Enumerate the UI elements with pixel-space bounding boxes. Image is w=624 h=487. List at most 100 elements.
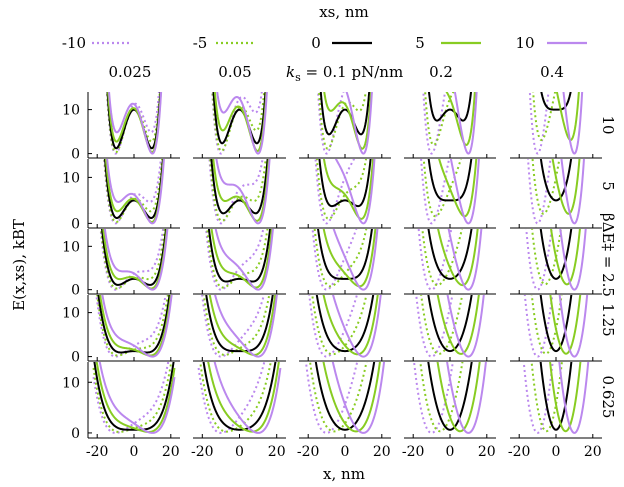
series-line-10-r3-c3 xyxy=(446,295,485,358)
panel-r4-c2: -20 0 20 xyxy=(297,362,391,460)
series-line-0-r4-c3 xyxy=(427,362,473,431)
x-tick-label: 0 xyxy=(235,444,244,460)
series-line-0-r1-c3 xyxy=(427,159,473,202)
panel-r3-c4 xyxy=(510,295,602,362)
row-label-2-value: 2.5 xyxy=(599,273,617,297)
panel-r3-c3 xyxy=(404,295,496,362)
series-line-5-r2-c3 xyxy=(437,229,479,287)
series-line-10-r1-c0 xyxy=(106,159,165,225)
panel-r1-c1 xyxy=(193,159,286,229)
series-line-0-r0-c3 xyxy=(427,92,473,122)
series-line-0-r2-c2 xyxy=(317,229,373,280)
series-line-5-r1-c4 xyxy=(551,159,581,215)
y-tick-label: 0 xyxy=(71,147,80,163)
series-line-0-r2-c4 xyxy=(539,229,573,280)
series-line-5-r2-c4 xyxy=(550,229,581,286)
series-line-10-r2-c4 xyxy=(559,229,587,291)
series-line--5-r3-c0 xyxy=(96,295,169,357)
series-line-5-r3-c0 xyxy=(99,295,172,357)
col-header-2: ks = 0.1 pN/nm xyxy=(286,63,403,84)
series-line-10-r1-c4 xyxy=(560,159,585,225)
y-tick-label: 10 xyxy=(62,170,80,186)
series-line-10-r2-c2 xyxy=(332,229,379,291)
x-tick-label: 20 xyxy=(268,444,286,460)
x-tick-label: 20 xyxy=(478,444,496,460)
row-label-4: 0.625 xyxy=(599,376,617,419)
col-header-4: 0.4 xyxy=(540,63,564,81)
x-tick-label: 0 xyxy=(446,444,455,460)
series-line-0-r3-c4 xyxy=(539,295,573,353)
series-line-0-r0-c4 xyxy=(540,92,572,111)
series-line-5-r4-c1 xyxy=(207,362,280,433)
series-line--10-r2-c4 xyxy=(525,229,553,291)
row-label-3: 1.25 xyxy=(599,303,617,336)
series-line--5-r3-c1 xyxy=(202,295,271,356)
panel-r0-c0: 0 10 xyxy=(62,92,180,163)
panel-r1-c3 xyxy=(404,159,496,229)
panel-r3-c0: 0 10 xyxy=(62,295,180,366)
panel-r4-c3: -20 0 20 xyxy=(402,362,496,460)
series-line-5-r1-c3 xyxy=(438,159,478,218)
x-tick-label: -20 xyxy=(86,444,109,460)
series-line-10-r0-c0 xyxy=(108,92,163,155)
ks-subscript: s xyxy=(295,71,301,84)
series-line-0-r3-c3 xyxy=(427,295,473,353)
series-line-5-r0-c0 xyxy=(107,92,162,154)
row-label-2: βΔE‡ = 2.5 xyxy=(599,213,617,297)
series-line-0-r1-c4 xyxy=(539,159,573,202)
x-tick-label: -20 xyxy=(297,444,320,460)
x-tick-label: 20 xyxy=(584,444,602,460)
panel-r2-c1 xyxy=(193,229,286,295)
panel-r0-c3 xyxy=(404,92,496,159)
series-line-5-r1-c2 xyxy=(322,159,375,220)
series-line-10-r4-c1 xyxy=(213,362,282,434)
series-line-10-r4-c3 xyxy=(446,362,487,434)
series-line-0-r2-c0 xyxy=(101,229,167,286)
series-line-5-r3-c1 xyxy=(208,295,277,356)
series-line-5-r2-c1 xyxy=(210,229,273,289)
series-line-10-r1-c3 xyxy=(449,159,480,225)
y-tick-label: 0 xyxy=(71,350,80,366)
row-label-0: 10 xyxy=(599,115,617,134)
x-tick-label: -20 xyxy=(191,444,214,460)
series-line-10-r0-c1 xyxy=(216,92,268,155)
x-axis-label: x, nm xyxy=(323,465,365,483)
panel-r2-c3 xyxy=(404,229,496,295)
y-tick-label: 10 xyxy=(62,239,80,255)
series-line-10-r2-c0 xyxy=(103,229,169,291)
x-tick-label: 20 xyxy=(373,444,391,460)
series-line-10-r2-c3 xyxy=(447,229,483,291)
svg-text:ks = 0.1 pN/nm: ks = 0.1 pN/nm xyxy=(286,63,403,84)
series-line-0-r4-c1 xyxy=(202,362,277,431)
x-tick-label: -20 xyxy=(402,444,425,460)
series-line-0-r4-c0 xyxy=(93,362,175,431)
series-line-0-r4-c2 xyxy=(314,362,376,431)
series-line--5-r2-c0 xyxy=(100,229,166,290)
series-line--10-r1-c4 xyxy=(527,159,552,225)
panel-r1-c2 xyxy=(299,159,391,229)
series-line-0-r3-c0 xyxy=(97,295,171,354)
x-tick-label: 0 xyxy=(130,444,139,460)
row-param-label: βΔE‡ xyxy=(599,213,617,251)
legend-label-0: 0 xyxy=(311,34,321,52)
legend-title: xs, nm xyxy=(319,3,369,21)
panel-r0-c2 xyxy=(299,92,391,159)
series-line-10-r3-c0 xyxy=(101,295,173,358)
panel-r1-c4 xyxy=(510,159,602,229)
series-line-5-r4-c3 xyxy=(436,362,481,433)
series-line-10-r3-c1 xyxy=(214,295,278,358)
panel-r3-c2 xyxy=(299,295,391,362)
panel-r2-c0: 0 10 xyxy=(62,229,180,299)
series-line-0-r4-c4 xyxy=(539,362,573,431)
y-tick-label: 10 xyxy=(62,306,80,322)
panel-r2-c2 xyxy=(299,229,391,295)
series-line-5-r4-c0 xyxy=(95,362,176,433)
panel-r4-c0: 0 10 -20 0 20 xyxy=(62,362,180,460)
y-axis-label: E(x,xs), kBT xyxy=(10,219,28,311)
series-line-10-r2-c1 xyxy=(214,229,274,291)
series-line-0-r3-c1 xyxy=(205,295,274,353)
series-line-5-r3-c4 xyxy=(549,295,582,355)
col-header-2-value: 0.1 xyxy=(323,63,347,81)
